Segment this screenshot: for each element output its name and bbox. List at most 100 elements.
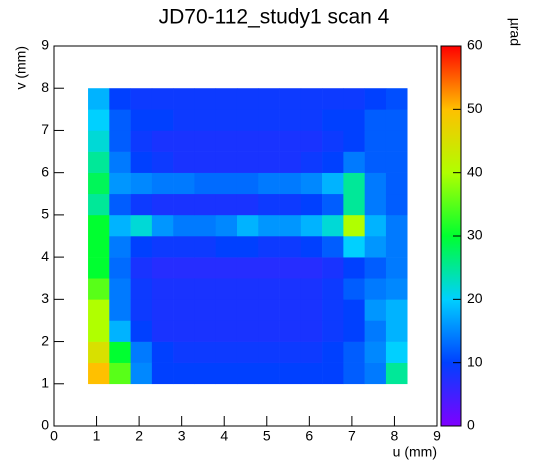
heatmap-cells bbox=[88, 88, 408, 385]
heatmap-cell bbox=[364, 109, 387, 131]
heatmap-cell bbox=[279, 320, 302, 342]
heatmap-cell bbox=[364, 172, 387, 195]
heatmap-cell bbox=[364, 299, 387, 321]
heatmap-cell bbox=[322, 193, 344, 216]
heatmap-cell bbox=[173, 257, 195, 279]
heatmap-cell bbox=[279, 172, 302, 195]
heatmap-cell bbox=[322, 362, 344, 385]
heatmap-cell bbox=[343, 320, 365, 342]
heatmap-cell bbox=[173, 320, 195, 342]
heatmap-cell bbox=[109, 214, 131, 237]
heatmap-cell bbox=[364, 236, 387, 258]
y-tick-label: 7 bbox=[41, 121, 49, 137]
y-tick-label: 8 bbox=[41, 79, 49, 95]
heatmap-cell bbox=[385, 320, 408, 342]
heatmap-cell bbox=[173, 172, 195, 195]
heatmap-cell bbox=[109, 236, 131, 258]
heatmap-cell bbox=[279, 341, 302, 363]
z-tick-label: 60 bbox=[467, 37, 483, 53]
y-tick-label: 3 bbox=[41, 290, 49, 306]
heatmap-cell bbox=[279, 151, 302, 173]
heatmap-cell bbox=[173, 299, 195, 321]
heatmap-cell bbox=[151, 320, 174, 342]
heatmap-cell bbox=[194, 320, 217, 342]
y-axis-label: v (mm) bbox=[13, 46, 29, 90]
heatmap-cell bbox=[364, 362, 387, 385]
heatmap-cell bbox=[258, 130, 280, 152]
x-tick-label: 0 bbox=[50, 428, 58, 444]
heatmap-cell bbox=[88, 320, 110, 342]
heatmap-cell bbox=[300, 299, 323, 321]
heatmap-cell bbox=[385, 172, 408, 195]
heatmap-cell bbox=[88, 236, 110, 258]
heatmap-cell bbox=[151, 341, 174, 363]
heatmap-cell bbox=[364, 151, 387, 173]
heatmap-cell bbox=[194, 214, 217, 237]
x-tick-label: 4 bbox=[220, 428, 228, 444]
heatmap-cell bbox=[88, 172, 110, 195]
heatmap-cell bbox=[322, 257, 344, 279]
heatmap-cell bbox=[385, 88, 408, 110]
z-tick-label: 30 bbox=[467, 227, 483, 243]
heatmap-cell bbox=[385, 257, 408, 279]
heatmap-cell bbox=[258, 88, 280, 110]
heatmap-cell bbox=[258, 236, 280, 258]
heatmap-cell bbox=[215, 109, 238, 131]
y-tick-label: 2 bbox=[41, 332, 49, 348]
heatmap-cell bbox=[236, 193, 259, 216]
axes: 0 1 2 3 4 5 6 7 8 9 0 1 2 3 4 5 6 7 8 9 0 10 20 30 40 50 60 bbox=[41, 37, 483, 444]
y-tick-label: 9 bbox=[41, 37, 49, 53]
heatmap-cell bbox=[130, 299, 153, 321]
heatmap-cell bbox=[194, 299, 217, 321]
y-tick-label: 1 bbox=[41, 374, 49, 390]
chart-title: JD70-112_study1 scan 4 bbox=[159, 6, 390, 29]
heatmap-cell bbox=[194, 257, 217, 279]
heatmap-cell bbox=[173, 130, 195, 152]
heatmap-cell bbox=[258, 341, 280, 363]
heatmap-cell bbox=[173, 193, 195, 216]
heatmap-cell bbox=[130, 320, 153, 342]
z-tick-label: 20 bbox=[467, 290, 483, 306]
heatmap-cell bbox=[130, 362, 153, 385]
heatmap-cell bbox=[173, 109, 195, 131]
heatmap-cell bbox=[279, 278, 302, 300]
heatmap-cell bbox=[343, 88, 365, 110]
heatmap-cell bbox=[194, 130, 217, 152]
heatmap-cell bbox=[215, 214, 238, 237]
heatmap-cell bbox=[151, 299, 174, 321]
heatmap-cell bbox=[385, 130, 408, 152]
heatmap-cell bbox=[322, 172, 344, 195]
heatmap-cell bbox=[173, 341, 195, 363]
heatmap-cell bbox=[151, 362, 174, 385]
heatmap-cell bbox=[322, 278, 344, 300]
heatmap-cell bbox=[258, 320, 280, 342]
heatmap-cell bbox=[130, 109, 153, 131]
heatmap-cell bbox=[173, 362, 195, 385]
heatmap-cell bbox=[385, 214, 408, 237]
heatmap-cell bbox=[300, 109, 323, 131]
heatmap-cell bbox=[236, 88, 259, 110]
heatmap-cell bbox=[236, 278, 259, 300]
z-tick-label: 40 bbox=[467, 163, 483, 179]
heatmap-cell bbox=[194, 109, 217, 131]
heatmap-cell bbox=[109, 172, 131, 195]
plot-frame bbox=[53, 45, 438, 427]
heatmap-cell bbox=[88, 299, 110, 321]
heatmap-cell bbox=[151, 193, 174, 216]
heatmap-cell bbox=[173, 236, 195, 258]
heatmap-cell bbox=[236, 172, 259, 195]
heatmap-cell bbox=[279, 362, 302, 385]
heatmap-cell bbox=[279, 214, 302, 237]
heatmap-cell bbox=[385, 151, 408, 173]
x-tick-label: 2 bbox=[135, 428, 143, 444]
heatmap-cell bbox=[88, 362, 110, 385]
heatmap-cell bbox=[151, 88, 174, 110]
heatmap-cell bbox=[130, 172, 153, 195]
heatmap-cell bbox=[343, 214, 365, 237]
heatmap-cell bbox=[236, 109, 259, 131]
heatmap-cell bbox=[258, 214, 280, 237]
heatmap-cell bbox=[279, 130, 302, 152]
heatmap-cell bbox=[236, 130, 259, 152]
heatmap-cell bbox=[236, 320, 259, 342]
